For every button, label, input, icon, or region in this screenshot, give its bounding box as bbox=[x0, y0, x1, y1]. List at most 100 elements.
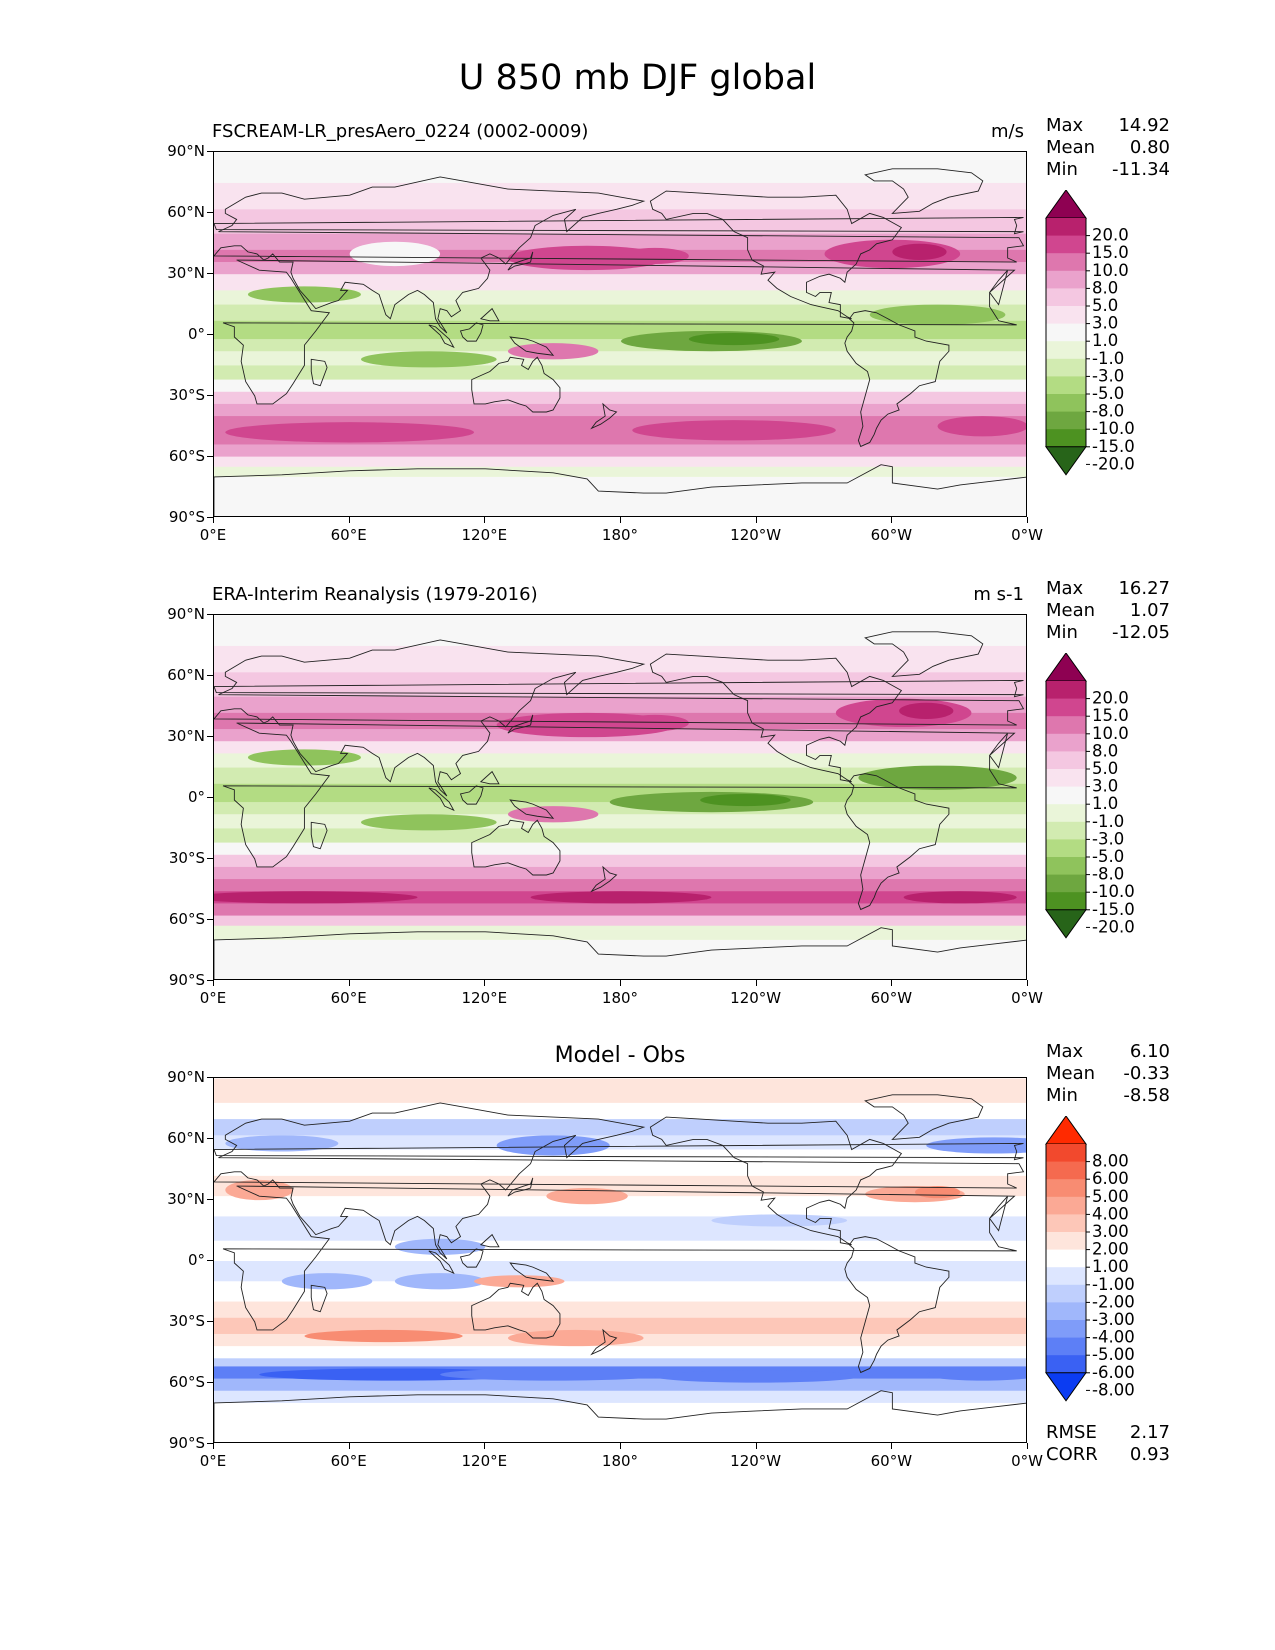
colorbar-tick-label: 3.0 bbox=[1092, 777, 1118, 796]
colorbar-tick-label: 4.00 bbox=[1092, 1204, 1129, 1223]
contour-band bbox=[214, 767, 1026, 785]
rmse-label: RMSE bbox=[1046, 1422, 1097, 1443]
corr-label: CORR bbox=[1046, 1444, 1098, 1465]
colorbar-bin bbox=[1046, 1267, 1086, 1286]
colorbar-bin bbox=[1046, 751, 1086, 770]
lon-tick-label: 0°E bbox=[199, 989, 227, 1007]
colorbar-tick-label: -3.00 bbox=[1092, 1310, 1135, 1329]
lon-tick-mark bbox=[348, 517, 350, 523]
contour-blob bbox=[858, 765, 1017, 790]
lat-tick-mark bbox=[207, 151, 213, 152]
lon-tick-label: 60°E bbox=[330, 1452, 367, 1470]
lon-tick-mark bbox=[213, 517, 214, 523]
contour-band bbox=[214, 476, 1026, 516]
lon-tick-mark bbox=[755, 1443, 757, 1449]
colorbar-bin bbox=[1046, 358, 1086, 377]
colorbar-extend-top bbox=[1045, 189, 1087, 219]
lat-tick-label: 60°S bbox=[168, 447, 205, 465]
contour-blob bbox=[247, 749, 361, 766]
contour-band bbox=[214, 915, 1026, 927]
colorbar-tick-label: -1.00 bbox=[1092, 1275, 1135, 1294]
stat-mean-value: -0.33 bbox=[1123, 1063, 1170, 1084]
lon-tick-mark bbox=[891, 980, 893, 986]
stat-min-value: -11.34 bbox=[1111, 159, 1170, 180]
contour-blob bbox=[711, 1214, 848, 1227]
lon-tick-mark bbox=[620, 517, 621, 523]
colorbar-bin bbox=[1046, 1302, 1086, 1321]
colorbar-tick-label: -5.0 bbox=[1092, 384, 1124, 403]
lat-tick-label: 30°N bbox=[167, 1190, 205, 1208]
contour-band bbox=[214, 1119, 1026, 1136]
colorbar-bin bbox=[1046, 1355, 1086, 1374]
contour-blob bbox=[247, 286, 361, 303]
coastline bbox=[479, 770, 500, 785]
contour-blob bbox=[394, 1238, 486, 1255]
lat-tick-mark bbox=[207, 517, 213, 518]
lon-tick-label: 60°E bbox=[330, 526, 367, 544]
colorbar-tick-label: 1.0 bbox=[1092, 794, 1118, 813]
map-test bbox=[213, 151, 1027, 517]
colorbar-tick-label: -5.00 bbox=[1092, 1345, 1135, 1364]
contour-band bbox=[214, 1102, 1026, 1120]
lat-tick-label: 90°S bbox=[168, 971, 205, 989]
contour-blob bbox=[632, 420, 836, 441]
lon-tick-mark bbox=[891, 517, 893, 523]
lat-tick-label: 60°S bbox=[168, 1373, 205, 1391]
contour-blob bbox=[507, 1329, 644, 1347]
colorbar-bin bbox=[1046, 341, 1086, 360]
lat-tick-label: 60°N bbox=[167, 666, 205, 684]
lat-tick-mark bbox=[207, 1443, 213, 1444]
colorbar-bin bbox=[1046, 1144, 1086, 1163]
colorbar-tick-label: -8.00 bbox=[1092, 1380, 1135, 1399]
contour-band bbox=[214, 1378, 1026, 1392]
coastline bbox=[864, 168, 984, 214]
contour-blob bbox=[225, 1179, 294, 1201]
stat-mean-label: Mean bbox=[1046, 600, 1096, 621]
contour-band bbox=[214, 783, 1026, 803]
colorbar-tick-label: 8.00 bbox=[1092, 1152, 1129, 1171]
contour-band bbox=[214, 1216, 1026, 1242]
colorbar-bin bbox=[1046, 786, 1086, 805]
colorbar-tick-label: 10.0 bbox=[1092, 261, 1129, 280]
lon-tick-mark bbox=[1027, 980, 1028, 986]
colorbar-tick-label: 3.0 bbox=[1092, 314, 1118, 333]
panel-units: m/s bbox=[991, 121, 1024, 142]
contour-band bbox=[214, 339, 1026, 352]
stat-max-label: Max bbox=[1046, 578, 1084, 599]
lat-tick-mark bbox=[207, 614, 213, 615]
contour-band bbox=[214, 152, 1026, 184]
lat-tick-mark bbox=[207, 797, 213, 798]
colorbar-extend-bottom bbox=[1045, 1372, 1087, 1402]
lon-tick-label: 0°W bbox=[1011, 526, 1043, 544]
colorbar-bin bbox=[1046, 1179, 1086, 1198]
coastline bbox=[864, 1094, 984, 1140]
colorbar-tick-label: 10.0 bbox=[1092, 724, 1129, 743]
colorbar-diff: 8.00 6.00 5.00 4.00 3.00 2.00 1.00 -1.00 -2.00 -3… bbox=[1040, 1115, 1150, 1420]
figure-title: U 850 mb DJF global bbox=[458, 58, 817, 98]
lon-tick-label: 120°E bbox=[461, 526, 508, 544]
stat-min-value: -12.05 bbox=[1111, 622, 1170, 643]
lat-tick-mark bbox=[207, 395, 213, 396]
contour-band bbox=[214, 696, 1026, 714]
stat-mean-label: Mean bbox=[1046, 1063, 1096, 1084]
lat-tick-label: 60°S bbox=[168, 910, 205, 928]
lon-tick-label: 180° bbox=[601, 1452, 639, 1470]
lat-tick-mark bbox=[207, 1382, 213, 1383]
stat-mean-value: 1.07 bbox=[1129, 600, 1170, 621]
colorbar-tick-label: 20.0 bbox=[1092, 689, 1129, 708]
contour-blob bbox=[440, 1368, 667, 1381]
lon-tick-label: 0°E bbox=[199, 526, 227, 544]
contour-band bbox=[214, 182, 1026, 210]
lat-tick-mark bbox=[207, 919, 213, 920]
contour-band bbox=[214, 1317, 1026, 1335]
lon-tick-mark bbox=[213, 1443, 214, 1449]
contour-blob bbox=[892, 243, 947, 260]
colorbar-bin bbox=[1046, 821, 1086, 840]
lat-tick-mark bbox=[207, 1077, 213, 1078]
colorbar-tick-label: -3.0 bbox=[1092, 366, 1124, 385]
colorbar-tick-label: 2.00 bbox=[1092, 1240, 1129, 1259]
lon-tick-label: 120°W bbox=[730, 1452, 782, 1470]
lon-tick-label: 60°W bbox=[870, 526, 913, 544]
contour-blob bbox=[360, 351, 497, 368]
coastline bbox=[507, 251, 534, 271]
